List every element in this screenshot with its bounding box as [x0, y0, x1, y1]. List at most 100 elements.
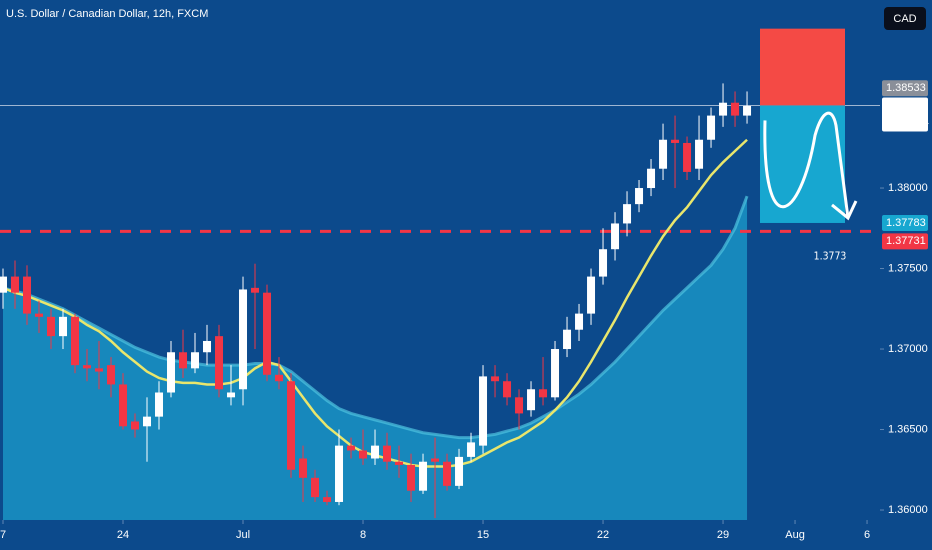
candle-body: [371, 445, 380, 459]
x-tick-label: 8: [360, 529, 366, 541]
candle-body: [47, 316, 56, 337]
candle-body: [707, 115, 716, 140]
candle-body: [167, 352, 176, 393]
position-layer: [760, 28, 858, 223]
candle-body: [743, 105, 752, 116]
candle-body: [647, 168, 656, 189]
y-tick-label: 1.37500: [888, 262, 928, 274]
x-tick-label: Aug: [785, 529, 805, 541]
candle-body: [467, 442, 476, 457]
candle-body: [623, 204, 632, 224]
candle-body: [263, 292, 272, 375]
x-tick-label: Jul: [236, 529, 250, 541]
candle-body: [599, 249, 608, 277]
y-tick-label: 1.38000: [888, 182, 928, 194]
candle-body: [23, 276, 32, 314]
area-fill: [3, 196, 748, 521]
candle-body: [455, 456, 464, 486]
candle-body: [443, 461, 452, 486]
price-label-bg: [882, 80, 928, 97]
y-tick-label: 1.37000: [888, 343, 928, 355]
candle-body: [299, 458, 308, 478]
forecast-arrowhead: [831, 200, 858, 221]
candle-body: [431, 458, 440, 462]
label-layer: 1.36000 1.36500 1.37000 1.37500 1.38000 7 24 Ju…: [0, 80, 929, 541]
candle-body: [695, 139, 704, 169]
candle-body: [287, 381, 296, 470]
candle-body: [383, 445, 392, 462]
y-tick-label: 1.36500: [888, 423, 928, 435]
candle-body: [635, 188, 644, 205]
candle-body: [323, 497, 332, 502]
candle-body: [155, 392, 164, 417]
candle-body: [587, 276, 596, 314]
candle-body: [59, 316, 68, 337]
target-zone: [760, 105, 845, 223]
price-label-bg: [882, 233, 928, 250]
candle-body: [215, 336, 224, 390]
candle-body: [575, 313, 584, 330]
candle-body: [419, 461, 428, 491]
candle-body: [131, 421, 140, 430]
area-layer: [2, 195, 749, 521]
y-tick-label: 1.36000: [888, 504, 928, 516]
candle-body: [503, 381, 512, 398]
candle-body: [563, 329, 572, 350]
x-tick-label: 24: [117, 529, 129, 541]
x-tick-label: 7: [0, 529, 6, 541]
candle-body: [335, 445, 344, 502]
candle-body: [515, 397, 524, 414]
candle-body: [491, 376, 500, 382]
candle-body: [719, 102, 728, 116]
price-label: 1.37783: [886, 217, 926, 229]
candle-body: [683, 142, 692, 172]
candle-body: [359, 450, 368, 459]
area-line: [2, 195, 749, 440]
candle-body: [191, 352, 200, 369]
annotation: 1.3773: [814, 251, 847, 263]
candle-body: [11, 276, 20, 293]
candle-body: [311, 477, 320, 498]
price-label: 1.38533: [886, 82, 926, 94]
candle-body: [227, 392, 236, 398]
stop-zone: [760, 28, 845, 106]
candle-body: [539, 389, 548, 398]
candle-body: [479, 376, 488, 446]
price-label: 1.37731: [886, 235, 926, 247]
candle-body: [119, 384, 128, 427]
candle-body: [35, 313, 44, 317]
candle-body: [395, 461, 404, 465]
chart-title: U.S. Dollar / Canadian Dollar, 12h, FXCM: [6, 8, 208, 20]
candle-body: [0, 276, 8, 293]
candle-body: [527, 389, 536, 411]
candle-body: [251, 287, 260, 293]
candle-body: [83, 365, 92, 369]
candle-body: [407, 464, 416, 491]
candle-body: [95, 368, 104, 372]
candle-layer: [0, 83, 752, 519]
x-tick-label: 29: [717, 529, 729, 541]
candle-body: [551, 349, 560, 398]
candle-body: [347, 445, 356, 451]
candle-body: [179, 352, 188, 369]
forecast-curve: [763, 111, 850, 219]
x-tick-label: 6: [864, 529, 870, 541]
candle-body: [107, 365, 116, 385]
currency-button-bg[interactable]: [884, 7, 926, 30]
last-price-label: 1.38513: [886, 100, 926, 112]
candle-body: [71, 316, 80, 366]
countdown-label: 07:00:54: [886, 116, 929, 128]
candle-body: [611, 223, 620, 250]
candle-body: [203, 340, 212, 353]
candle-body: [239, 289, 248, 390]
x-tick-label: 15: [477, 529, 489, 541]
currency-button[interactable]: CAD: [893, 13, 916, 25]
candle-body: [275, 374, 284, 382]
candle-body: [671, 139, 680, 143]
x-tick-label: 22: [597, 529, 609, 541]
candle-body: [731, 102, 740, 116]
last-price-bg: [882, 97, 928, 132]
candle-body: [143, 416, 152, 427]
